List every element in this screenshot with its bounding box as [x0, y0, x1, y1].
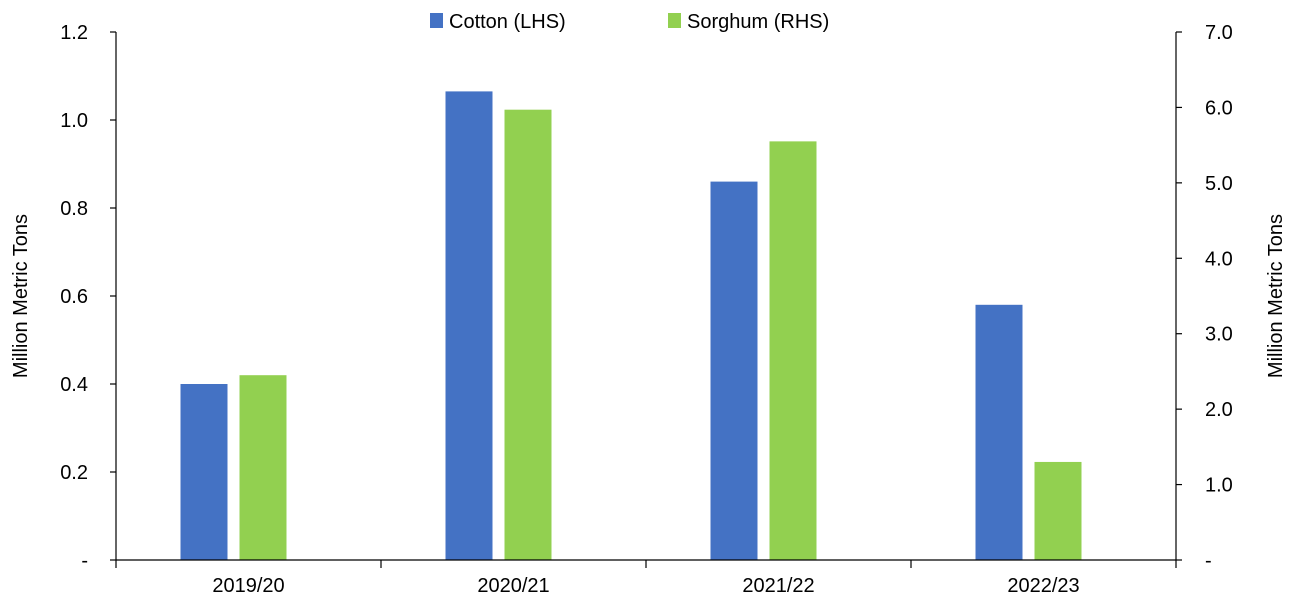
left-y-axis-title: Million Metric Tons [10, 214, 32, 378]
cotton-legend-swatch [430, 13, 443, 28]
left-y-tick-label: 1.2 [60, 22, 88, 44]
cotton-legend-label: Cotton (LHS) [449, 11, 566, 33]
sorghum-bar [769, 141, 817, 560]
right-y-tick-label: - [1205, 550, 1212, 572]
x-tick-label: 2019/20 [212, 575, 284, 597]
right-y-axis-ticks: - 1.0 2.0 3.0 4.0 5.0 6.0 7.0 [1176, 22, 1233, 572]
left-y-tick-label: 0.6 [60, 286, 88, 308]
cotton-bar [180, 384, 228, 560]
sorghum-bar [1034, 461, 1082, 560]
left-y-tick-label: 0.2 [60, 462, 88, 484]
left-y-tick-label: - [81, 550, 88, 572]
right-y-tick-label: 5.0 [1205, 173, 1233, 195]
bars [180, 91, 1082, 561]
x-tick-label: 2022/23 [1007, 575, 1079, 597]
cotton-bar [710, 181, 758, 560]
left-y-axis-ticks: - 0.2 0.4 0.6 0.8 1.0 1.2 [60, 22, 116, 572]
right-y-tick-label: 7.0 [1205, 22, 1233, 44]
right-y-tick-label: 3.0 [1205, 324, 1233, 346]
cotton-bar [975, 304, 1023, 560]
sorghum-legend-label: Sorghum (RHS) [687, 11, 829, 33]
x-tick-label: 2021/22 [742, 575, 814, 597]
left-y-tick-label: 1.0 [60, 110, 88, 132]
sorghum-bar [504, 109, 552, 560]
right-y-tick-label: 4.0 [1205, 248, 1233, 270]
left-y-tick-label: 0.4 [60, 374, 88, 396]
sorghum-legend-swatch [668, 13, 681, 28]
legend: Cotton (LHS) Sorghum (RHS) [430, 11, 829, 33]
sorghum-bar [239, 375, 287, 560]
left-y-tick-label: 0.8 [60, 198, 88, 220]
right-y-axis-title: Million Metric Tons [1265, 214, 1287, 378]
right-y-tick-label: 1.0 [1205, 475, 1233, 497]
cotton-bar [445, 91, 493, 561]
right-y-tick-label: 2.0 [1205, 399, 1233, 421]
x-tick-label: 2020/21 [477, 575, 549, 597]
right-y-tick-label: 6.0 [1205, 97, 1233, 119]
x-axis-ticks: 2019/20 2020/21 2021/22 2022/23 [115, 560, 1177, 597]
